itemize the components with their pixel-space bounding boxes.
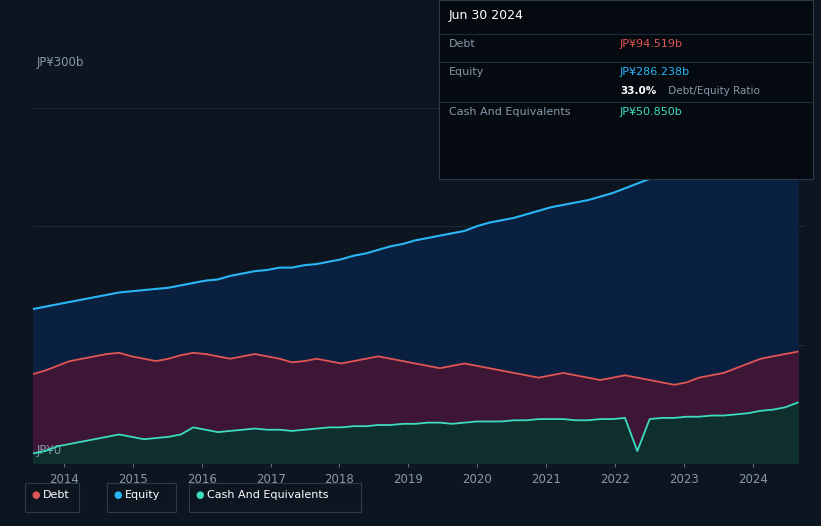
Text: Equity: Equity	[125, 490, 160, 501]
Text: ●: ●	[113, 490, 122, 501]
Text: JP¥286.238b: JP¥286.238b	[620, 67, 690, 77]
Text: Debt: Debt	[449, 39, 476, 49]
Text: Equity: Equity	[449, 67, 484, 77]
Text: Cash And Equivalents: Cash And Equivalents	[207, 490, 328, 501]
Text: JP¥50.850b: JP¥50.850b	[620, 107, 682, 117]
Text: Debt: Debt	[43, 490, 70, 501]
Text: ●: ●	[31, 490, 39, 501]
Text: 33.0%: 33.0%	[620, 86, 656, 96]
Text: Jun 30 2024: Jun 30 2024	[449, 9, 524, 23]
Text: JP¥300b: JP¥300b	[37, 56, 84, 69]
Text: Cash And Equivalents: Cash And Equivalents	[449, 107, 571, 117]
Text: Debt/Equity Ratio: Debt/Equity Ratio	[665, 86, 760, 96]
Text: JP¥94.519b: JP¥94.519b	[620, 39, 683, 49]
Text: JP¥0: JP¥0	[37, 444, 62, 457]
Text: ●: ●	[195, 490, 204, 501]
